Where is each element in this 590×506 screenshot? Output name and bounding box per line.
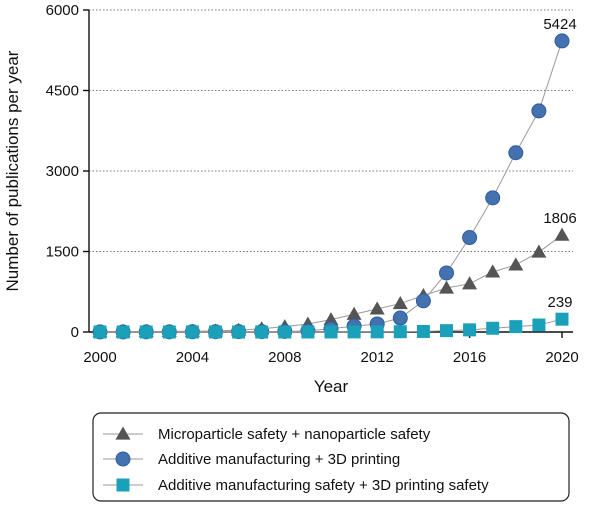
x-tick-label: 2012 bbox=[361, 349, 394, 366]
data-point-triangle bbox=[392, 296, 408, 310]
data-point-square bbox=[301, 325, 315, 339]
data-point-square bbox=[185, 325, 199, 339]
data-point-triangle bbox=[485, 264, 501, 278]
x-axis-title: Year bbox=[314, 377, 349, 396]
data-point-square bbox=[116, 325, 130, 339]
legend-item: Additive manufacturing safety + 3D print… bbox=[103, 477, 489, 494]
data-point-triangle bbox=[346, 306, 362, 320]
series-triangle bbox=[92, 227, 570, 338]
legend-label: Additive manufacturing + 3D printing bbox=[158, 451, 400, 468]
data-point-circle bbox=[485, 190, 501, 206]
data-point-circle bbox=[554, 33, 570, 49]
data-point-square bbox=[278, 325, 292, 339]
legend-label: Additive manufacturing safety + 3D print… bbox=[158, 477, 489, 494]
data-point-square bbox=[370, 325, 384, 339]
data-point-square bbox=[486, 321, 500, 335]
series-square bbox=[93, 312, 569, 339]
y-axis-title: Number of publications per year bbox=[3, 50, 22, 291]
data-point-triangle bbox=[439, 280, 454, 294]
end-value-label: 1806 bbox=[543, 210, 576, 227]
series-circle bbox=[92, 33, 570, 340]
data-point-square bbox=[139, 325, 153, 339]
x-tick-label: 2000 bbox=[83, 349, 116, 366]
data-point-circle bbox=[439, 265, 454, 281]
x-tick-label: 2004 bbox=[176, 349, 209, 366]
data-point-square bbox=[393, 325, 407, 339]
data-point-square bbox=[463, 323, 477, 337]
data-point-square bbox=[347, 325, 361, 339]
y-tick-label: 6000 bbox=[46, 2, 79, 19]
data-point-square bbox=[416, 324, 430, 338]
y-tick-label: 4500 bbox=[46, 83, 79, 100]
x-tick-label: 2020 bbox=[545, 349, 578, 366]
data-point-triangle bbox=[369, 301, 385, 315]
end-value-label: 239 bbox=[547, 294, 572, 311]
end-value-label: 5424 bbox=[543, 16, 576, 33]
data-point-square bbox=[440, 324, 453, 338]
data-point-square bbox=[255, 325, 269, 339]
data-point-triangle bbox=[554, 227, 570, 241]
legend-items: Microparticle safety + nanoparticle safe… bbox=[103, 426, 489, 494]
data-point-triangle bbox=[462, 276, 478, 290]
data-point-circle bbox=[392, 310, 408, 326]
data-point-triangle bbox=[531, 244, 547, 258]
legend: Microparticle safety + nanoparticle safe… bbox=[92, 412, 570, 502]
data-point-triangle bbox=[508, 257, 524, 271]
data-point-triangle bbox=[323, 312, 339, 326]
data-point-circle bbox=[462, 230, 478, 246]
y-tick-label: 3000 bbox=[46, 163, 79, 180]
data-point-circle bbox=[415, 293, 431, 309]
legend-marker-triangle bbox=[115, 426, 131, 440]
data-point-circle bbox=[531, 103, 547, 119]
legend-item: Additive manufacturing + 3D printing bbox=[103, 451, 400, 468]
data-point-square bbox=[555, 312, 569, 326]
series-line bbox=[100, 40, 563, 333]
data-point-square bbox=[162, 325, 176, 339]
legend-box bbox=[92, 412, 570, 502]
data-point-square bbox=[232, 325, 246, 339]
data-point-square bbox=[532, 318, 546, 332]
x-tick-label: 2016 bbox=[453, 349, 486, 366]
series bbox=[92, 33, 570, 340]
legend-item: Microparticle safety + nanoparticle safe… bbox=[103, 426, 431, 443]
ticks: 0 1500 3000 4500 6000 2000 2004 2008 2012 2016 202… bbox=[46, 2, 579, 366]
legend-marker-square bbox=[116, 478, 130, 492]
legend-label: Microparticle safety + nanoparticle safe… bbox=[158, 426, 431, 443]
x-tick-label: 2008 bbox=[268, 349, 301, 366]
data-point-square bbox=[324, 325, 338, 339]
y-tick-label: 1500 bbox=[46, 244, 79, 261]
gridlines bbox=[89, 9, 573, 252]
data-point-square bbox=[209, 325, 222, 339]
legend-marker-circle bbox=[115, 451, 131, 467]
data-point-square bbox=[509, 320, 523, 334]
data-point-circle bbox=[508, 145, 524, 161]
end-labels: 1806 5424 239 bbox=[543, 16, 576, 311]
y-tick-label: 0 bbox=[71, 324, 79, 341]
data-point-square bbox=[93, 325, 107, 339]
